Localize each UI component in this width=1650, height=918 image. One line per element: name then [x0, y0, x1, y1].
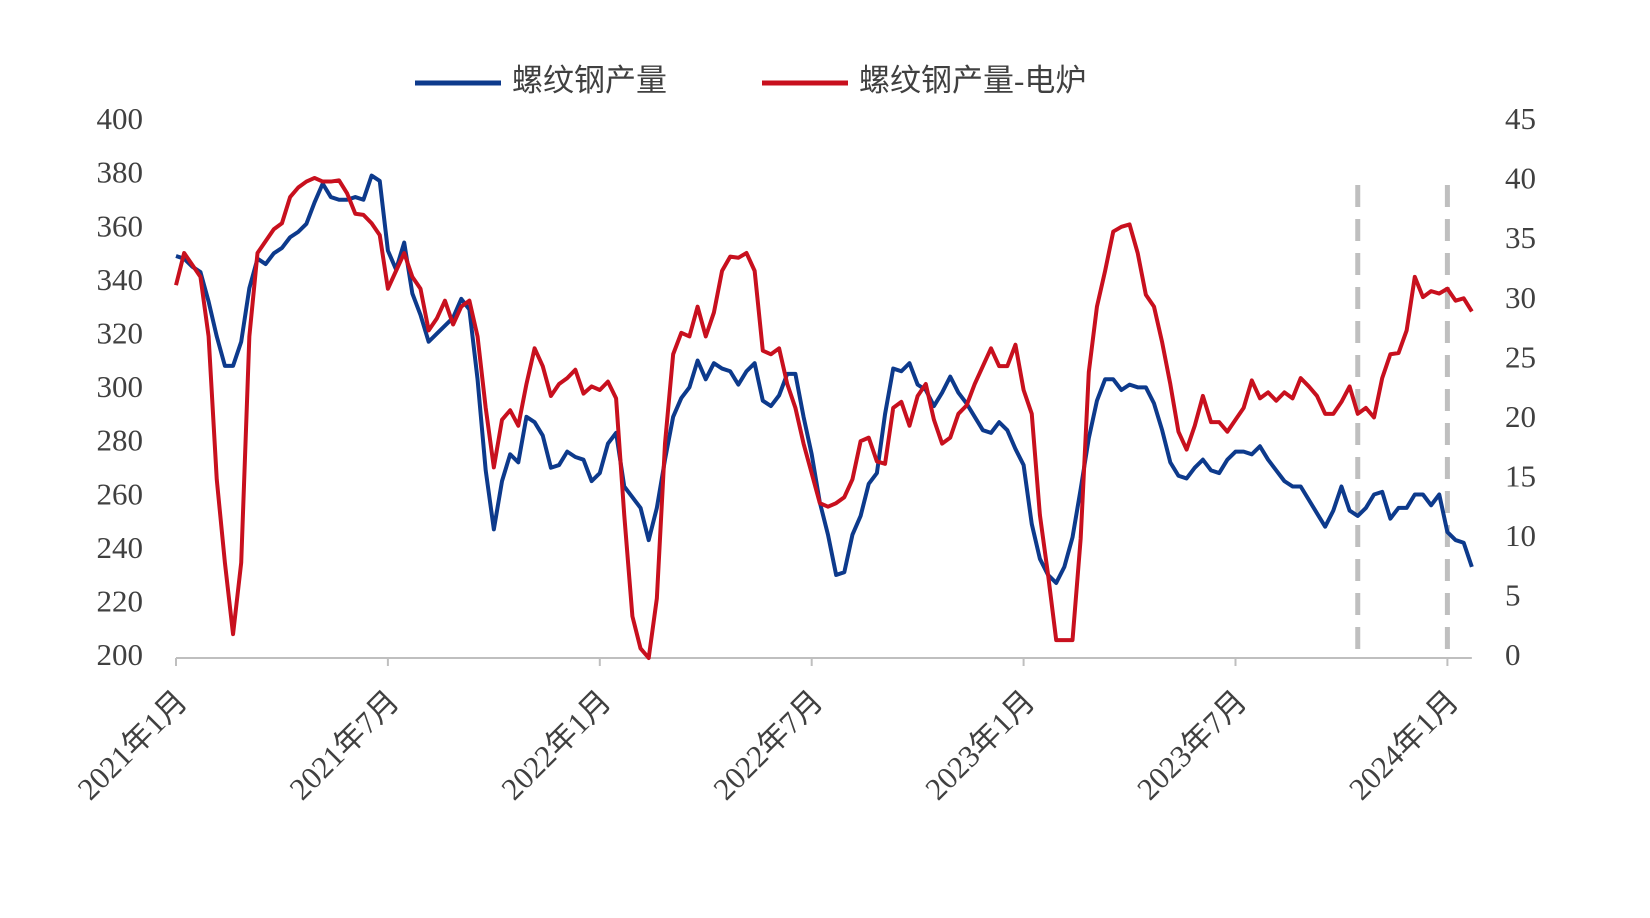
y2-tick-label: 30 — [1505, 280, 1536, 315]
x-tick-label: 2022年7月 — [706, 683, 829, 806]
y-tick-label: 400 — [97, 101, 144, 136]
y2-tick-label: 0 — [1505, 637, 1521, 672]
x-tick-label: 2023年1月 — [918, 683, 1041, 806]
y2-tick-label: 10 — [1505, 518, 1536, 553]
x-tick-label: 2022年1月 — [494, 683, 617, 806]
x-tick-label: 2024年1月 — [1342, 683, 1465, 806]
y-tick-label: 280 — [97, 423, 144, 458]
legend-label: 螺纹钢产量-电炉 — [859, 63, 1086, 98]
y2-tick-label: 5 — [1505, 578, 1521, 613]
y2-tick-label: 25 — [1505, 339, 1536, 374]
y-tick-label: 360 — [97, 208, 144, 243]
x-tick-label: 2023年7月 — [1130, 683, 1253, 806]
x-tick-label: 2021年1月 — [71, 683, 194, 806]
y2-tick-label: 40 — [1505, 161, 1536, 196]
series-line — [175, 173, 1474, 585]
y-tick-label: 380 — [97, 155, 144, 190]
y-tick-label: 300 — [97, 369, 144, 404]
y2-tick-label: 35 — [1505, 220, 1536, 255]
y-tick-label: 340 — [97, 262, 144, 297]
legend-label: 螺纹钢产量 — [512, 63, 667, 98]
y-tick-label: 240 — [97, 530, 144, 565]
y-tick-label: 320 — [97, 316, 144, 351]
y2-tick-label: 20 — [1505, 399, 1536, 434]
x-tick-label: 2021年7月 — [282, 683, 405, 806]
y-tick-label: 200 — [97, 637, 144, 672]
series-line — [174, 175, 1474, 660]
y2-tick-label: 15 — [1505, 458, 1536, 493]
y-tick-label: 220 — [97, 584, 144, 619]
y-tick-label: 260 — [97, 476, 144, 511]
y2-tick-label: 45 — [1505, 101, 1536, 136]
